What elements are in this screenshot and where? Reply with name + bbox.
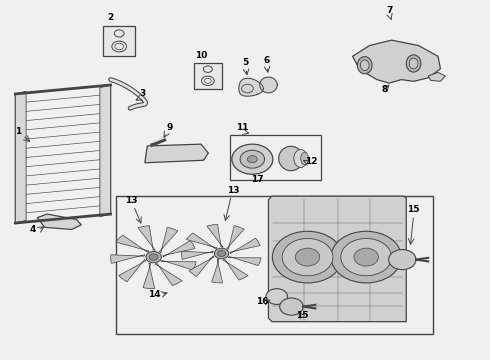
Text: 12: 12	[305, 157, 317, 166]
Text: 16: 16	[256, 297, 269, 306]
Text: 13: 13	[125, 196, 137, 205]
Ellipse shape	[279, 146, 303, 171]
Polygon shape	[163, 240, 195, 257]
Circle shape	[354, 248, 378, 266]
Polygon shape	[269, 196, 406, 321]
Polygon shape	[212, 259, 222, 283]
Ellipse shape	[357, 57, 372, 74]
Polygon shape	[116, 235, 149, 252]
Polygon shape	[37, 214, 81, 229]
Text: 8: 8	[381, 85, 388, 94]
Text: 15: 15	[407, 205, 420, 214]
Polygon shape	[119, 260, 146, 282]
Circle shape	[214, 248, 229, 259]
Polygon shape	[239, 78, 263, 96]
Polygon shape	[186, 233, 217, 249]
Polygon shape	[181, 251, 213, 260]
Polygon shape	[159, 227, 178, 253]
Text: 4: 4	[29, 225, 36, 234]
Circle shape	[266, 289, 288, 305]
Polygon shape	[189, 256, 214, 276]
Polygon shape	[145, 144, 208, 163]
Polygon shape	[207, 224, 223, 247]
Text: 11: 11	[236, 123, 249, 132]
Polygon shape	[155, 264, 182, 285]
Text: 5: 5	[242, 58, 248, 67]
Text: 15: 15	[296, 311, 309, 320]
Polygon shape	[228, 256, 261, 266]
Text: 14: 14	[148, 289, 161, 298]
Circle shape	[295, 248, 320, 266]
Circle shape	[146, 251, 161, 263]
Polygon shape	[428, 72, 445, 81]
Bar	[230, 135, 321, 180]
Text: 7: 7	[386, 6, 392, 15]
Text: 1: 1	[15, 127, 21, 136]
Circle shape	[389, 249, 416, 270]
Circle shape	[272, 231, 343, 283]
Circle shape	[331, 231, 401, 283]
Polygon shape	[260, 77, 277, 93]
Circle shape	[240, 150, 265, 168]
Circle shape	[341, 238, 392, 276]
Polygon shape	[100, 85, 111, 217]
Text: 10: 10	[195, 51, 207, 60]
Polygon shape	[223, 260, 248, 280]
Polygon shape	[138, 226, 155, 250]
Ellipse shape	[360, 60, 369, 71]
Polygon shape	[230, 238, 260, 253]
Circle shape	[218, 251, 225, 256]
Polygon shape	[15, 91, 26, 223]
Polygon shape	[111, 255, 145, 264]
Bar	[103, 26, 135, 56]
Circle shape	[282, 238, 333, 276]
Polygon shape	[352, 40, 441, 83]
Text: 13: 13	[226, 185, 239, 194]
Polygon shape	[161, 260, 196, 270]
Ellipse shape	[301, 152, 309, 165]
Bar	[194, 63, 222, 89]
Ellipse shape	[294, 149, 308, 167]
Ellipse shape	[409, 58, 418, 69]
Text: 17: 17	[251, 175, 264, 184]
Circle shape	[149, 254, 158, 260]
Text: 3: 3	[139, 89, 146, 98]
Polygon shape	[227, 226, 244, 249]
Text: 2: 2	[107, 13, 114, 22]
Circle shape	[247, 156, 257, 163]
Polygon shape	[143, 263, 155, 289]
Bar	[116, 196, 433, 334]
Circle shape	[280, 298, 303, 315]
Text: 9: 9	[166, 123, 172, 132]
Ellipse shape	[406, 55, 421, 72]
Circle shape	[232, 144, 273, 174]
Text: 6: 6	[264, 57, 270, 66]
